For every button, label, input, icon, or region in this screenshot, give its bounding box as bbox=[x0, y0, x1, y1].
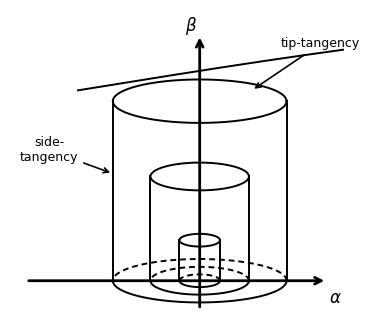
Text: side-
tangency: side- tangency bbox=[20, 136, 108, 173]
Text: $\beta$: $\beta$ bbox=[185, 15, 197, 37]
Text: tip-tangency: tip-tangency bbox=[256, 38, 360, 88]
Text: $\alpha$: $\alpha$ bbox=[330, 289, 342, 307]
